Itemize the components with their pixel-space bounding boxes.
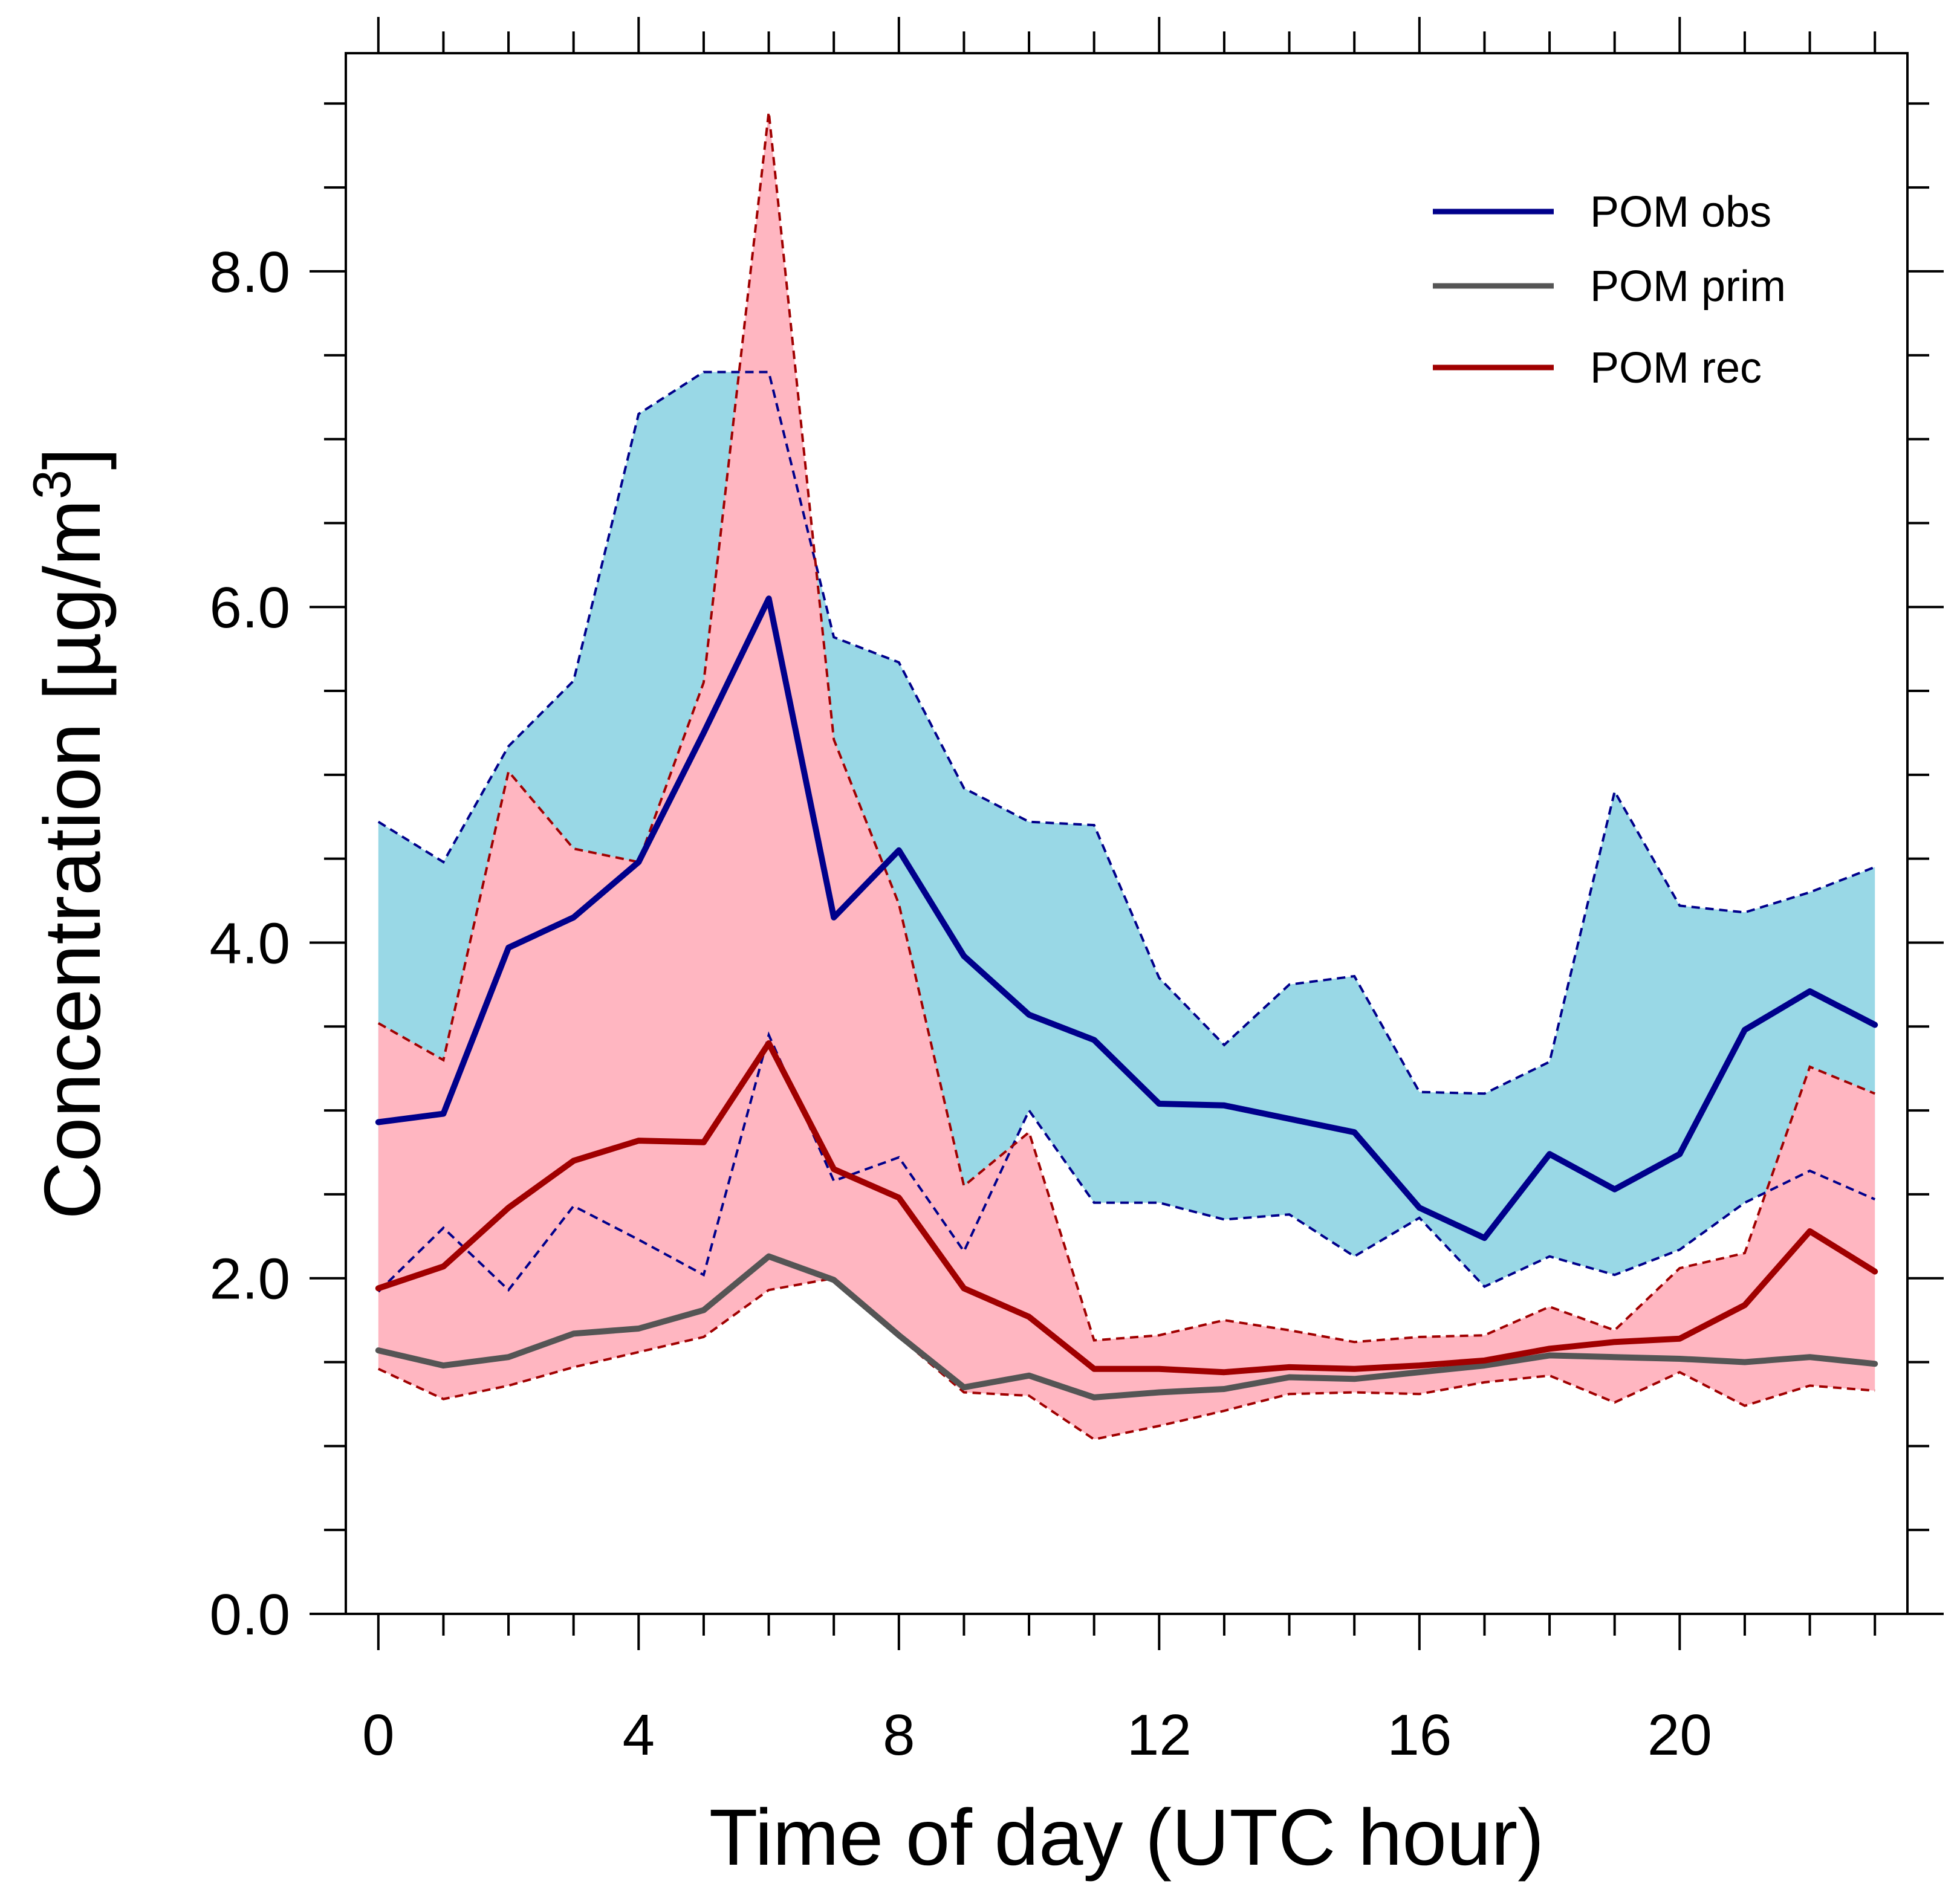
y-tick-label: 2.0 bbox=[210, 1247, 290, 1312]
pom-rec-line bbox=[375, 1040, 1878, 1376]
envelope-bands bbox=[378, 112, 1875, 1440]
y-axis-title: Concentration [µg/m3] bbox=[22, 448, 117, 1220]
legend: POM obs POM prim POM rec bbox=[1433, 188, 1786, 392]
y-tick-label: 6.0 bbox=[210, 575, 290, 640]
x-tick-label: 0 bbox=[362, 1703, 394, 1767]
pom-obs-upper-bound bbox=[377, 371, 1875, 1095]
x-tick-label: 16 bbox=[1387, 1703, 1452, 1767]
y-axis-title-superscript: 3 bbox=[22, 470, 82, 499]
legend-label-pom-rec: POM rec bbox=[1590, 344, 1762, 392]
y-tick-label: 0.0 bbox=[210, 1582, 290, 1647]
x-tick-label: 12 bbox=[1127, 1703, 1192, 1767]
series-lines bbox=[375, 595, 1878, 1400]
legend-label-pom-prim: POM prim bbox=[1590, 262, 1786, 311]
pom-prim-line bbox=[375, 1253, 1878, 1400]
axis-ticks bbox=[310, 17, 1944, 1650]
y-tick-label: 8.0 bbox=[210, 240, 290, 305]
x-axis-title: Time of day (UTC hour) bbox=[709, 1793, 1544, 1882]
y-axis-title-tail: ] bbox=[28, 448, 117, 470]
pom-obs-line bbox=[375, 595, 1878, 1242]
pom-rec-lower-bound bbox=[377, 1277, 1875, 1441]
legend-label-pom-obs: POM obs bbox=[1590, 188, 1771, 236]
plot-frame bbox=[345, 52, 1909, 1615]
y-tick-label: 4.0 bbox=[210, 911, 290, 976]
envelope-bounds bbox=[377, 111, 1876, 1441]
pom-rec-band bbox=[378, 112, 1875, 1440]
x-tick-label: 20 bbox=[1647, 1703, 1712, 1767]
pom-obs-lower-bound bbox=[377, 1031, 1876, 1293]
y-axis-title-main: Concentration [µg/m bbox=[28, 499, 117, 1219]
axis-tick-labels: 0 4 8 12 16 20 0.0 2.0 4.0 6.0 8.0 bbox=[210, 240, 1712, 1767]
x-tick-label: 8 bbox=[883, 1703, 915, 1767]
x-tick-label: 4 bbox=[623, 1703, 655, 1767]
